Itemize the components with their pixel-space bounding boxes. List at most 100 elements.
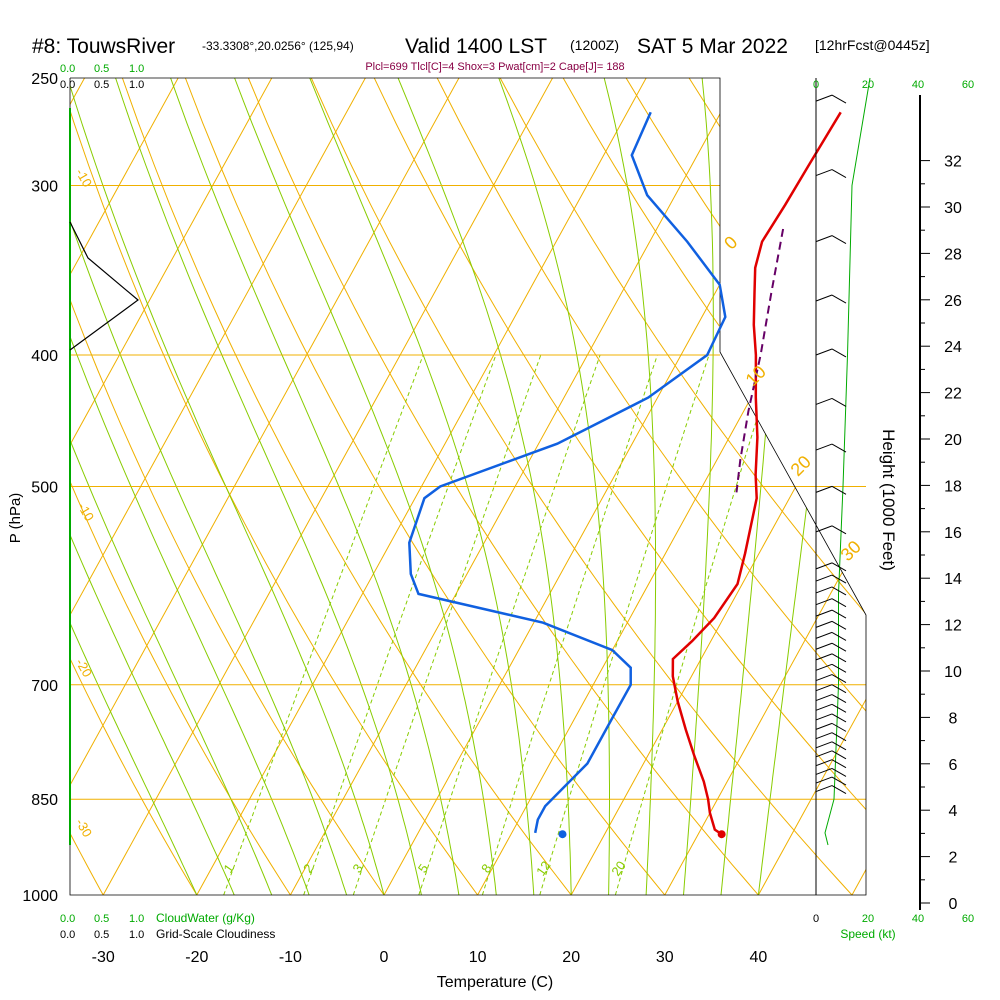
wind-barb bbox=[815, 653, 833, 661]
wind-barb bbox=[815, 562, 833, 570]
moist-adiabat bbox=[161, 78, 460, 895]
wind-barb bbox=[815, 586, 833, 594]
wind-barb-flag bbox=[831, 722, 847, 732]
height-tick-label: 8 bbox=[949, 710, 958, 727]
wind-barb-flag bbox=[831, 485, 847, 495]
cloudiness-label: Grid-Scale Cloudiness bbox=[156, 927, 275, 941]
wind-barb bbox=[815, 759, 833, 767]
height-axis-title: Height (1000 Feet) bbox=[879, 429, 898, 571]
wind-barb bbox=[815, 94, 833, 102]
wind-barb bbox=[815, 785, 833, 793]
wind-barb bbox=[815, 294, 833, 302]
wind-barb bbox=[815, 620, 833, 628]
dry-adiabat bbox=[105, 78, 595, 895]
station-coords: -33.3308°,20.0256° (125,94) bbox=[202, 39, 354, 53]
isotherms bbox=[70, 78, 866, 895]
wind-barb-flag bbox=[831, 776, 847, 786]
dry-adiabat bbox=[351, 78, 866, 895]
wind-barb-flag bbox=[831, 732, 847, 742]
mixing-ratio-label: 8 bbox=[478, 861, 494, 876]
wind-barb bbox=[815, 776, 833, 784]
isotherm-line bbox=[554, 78, 866, 895]
surface-temp-dot bbox=[717, 830, 726, 839]
height-tick-label: 30 bbox=[944, 200, 962, 217]
wind-barb bbox=[815, 485, 833, 493]
moist-adiabat bbox=[70, 78, 348, 895]
wind-barb bbox=[815, 348, 833, 356]
isotherm-line bbox=[70, 78, 393, 895]
isotherm-line bbox=[70, 78, 300, 895]
wind-barb bbox=[815, 684, 833, 692]
dry-adiabat bbox=[412, 78, 866, 895]
height-tick-label: 10 bbox=[944, 664, 962, 681]
speed-tick-top: 20 bbox=[862, 79, 874, 91]
mixing-ratio-line bbox=[539, 354, 710, 895]
valid-time: Valid 1400 LST bbox=[405, 35, 547, 58]
height-tick-label: 12 bbox=[944, 618, 962, 635]
dry-adiabat bbox=[70, 78, 215, 895]
height-tick-label: 4 bbox=[949, 803, 958, 820]
cloud-bottom-green-1: 0.5 bbox=[94, 913, 109, 925]
wind-barb-flag bbox=[831, 663, 847, 673]
wind-barb bbox=[815, 397, 833, 405]
parcel-trace bbox=[735, 228, 785, 493]
moist-adiabat bbox=[489, 78, 610, 895]
wind-barb-flag bbox=[831, 768, 847, 777]
x-tick-label: 10 bbox=[469, 949, 487, 966]
wind-barb bbox=[815, 694, 833, 702]
valid-date: SAT 5 Mar 2022 bbox=[637, 35, 788, 58]
isotherm-line bbox=[742, 78, 866, 895]
isotherm-line bbox=[648, 78, 866, 895]
wind-barb-flag bbox=[831, 525, 847, 535]
wind-barb bbox=[815, 574, 833, 582]
speed-tick-top: 0 bbox=[813, 79, 819, 91]
valid-zulu: (1200Z) bbox=[570, 37, 619, 53]
wind-barb bbox=[815, 609, 833, 617]
mixing-ratio-label: 5 bbox=[415, 861, 431, 876]
wind-barb-flag bbox=[831, 598, 847, 608]
cloud-top-black-2: 1.0 bbox=[129, 79, 144, 91]
pressure-label: 300 bbox=[31, 178, 58, 195]
wind-barb bbox=[815, 663, 833, 671]
forecast-info: [12hrFcst@0445z] bbox=[815, 37, 930, 53]
wind-barb-flag bbox=[831, 750, 847, 760]
dry-adiabat bbox=[70, 78, 500, 895]
wind-barb bbox=[815, 642, 833, 650]
wind-barb-flag bbox=[831, 642, 847, 652]
height-tick-label: 24 bbox=[944, 339, 962, 356]
dry-adiabat bbox=[535, 78, 866, 895]
mixing-ratio-line bbox=[352, 354, 542, 895]
isotherm-label: 0 bbox=[720, 232, 741, 253]
isotherm-label: 20 bbox=[787, 452, 815, 480]
wind-barb bbox=[815, 169, 833, 177]
mixing-ratio-line bbox=[614, 354, 778, 895]
pressure-label: 400 bbox=[31, 348, 58, 365]
isotherm-line bbox=[367, 78, 861, 895]
height-tick-label: 26 bbox=[944, 293, 962, 310]
cloudiness-profile bbox=[69, 221, 139, 351]
moist-adiabat bbox=[70, 78, 235, 895]
wind-barb-flag bbox=[831, 397, 847, 407]
wind-barb bbox=[815, 732, 833, 740]
wind-barb-flag bbox=[831, 713, 847, 723]
x-tick-label: 0 bbox=[380, 949, 389, 966]
height-tick-label: 6 bbox=[949, 757, 958, 774]
wind-barb bbox=[815, 722, 833, 730]
station-title: #8: TouwsRiver bbox=[32, 35, 175, 58]
isotherm-line bbox=[835, 78, 866, 895]
wind-barb-flag bbox=[831, 94, 847, 104]
mixing-ratio-label: 12 bbox=[533, 858, 554, 878]
x-tick-label: 30 bbox=[656, 949, 674, 966]
wind-barb bbox=[815, 674, 833, 682]
wind-barb-flag bbox=[831, 169, 847, 178]
wind-barb-flag bbox=[831, 620, 847, 630]
wind-barb-flag bbox=[831, 294, 847, 304]
dry-adiabat bbox=[70, 78, 310, 895]
dry-adiabat bbox=[289, 78, 866, 895]
moist-adiabat bbox=[597, 78, 657, 895]
wind-barb-flag bbox=[831, 741, 847, 751]
wind-barb bbox=[815, 598, 833, 606]
